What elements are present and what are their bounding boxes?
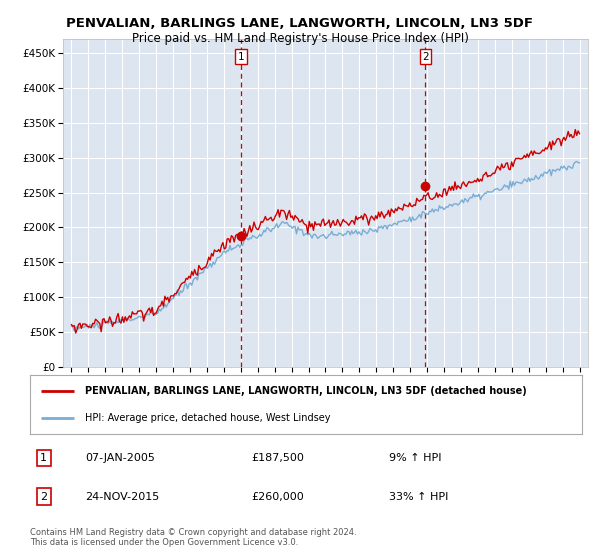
Text: £260,000: £260,000 — [251, 492, 304, 502]
Text: 2: 2 — [40, 492, 47, 502]
Text: 1: 1 — [238, 52, 245, 62]
Text: 9% ↑ HPI: 9% ↑ HPI — [389, 453, 442, 463]
Text: Contains HM Land Registry data © Crown copyright and database right 2024.: Contains HM Land Registry data © Crown c… — [30, 528, 356, 536]
Text: PENVALIAN, BARLINGS LANE, LANGWORTH, LINCOLN, LN3 5DF (detached house): PENVALIAN, BARLINGS LANE, LANGWORTH, LIN… — [85, 386, 527, 396]
Text: HPI: Average price, detached house, West Lindsey: HPI: Average price, detached house, West… — [85, 413, 331, 423]
Text: 33% ↑ HPI: 33% ↑ HPI — [389, 492, 448, 502]
Text: PENVALIAN, BARLINGS LANE, LANGWORTH, LINCOLN, LN3 5DF: PENVALIAN, BARLINGS LANE, LANGWORTH, LIN… — [67, 17, 533, 30]
Text: Price paid vs. HM Land Registry's House Price Index (HPI): Price paid vs. HM Land Registry's House … — [131, 32, 469, 45]
Text: 1: 1 — [40, 453, 47, 463]
Text: 2: 2 — [422, 52, 429, 62]
Text: This data is licensed under the Open Government Licence v3.0.: This data is licensed under the Open Gov… — [30, 538, 298, 547]
Text: 24-NOV-2015: 24-NOV-2015 — [85, 492, 160, 502]
Text: £187,500: £187,500 — [251, 453, 304, 463]
Text: 07-JAN-2005: 07-JAN-2005 — [85, 453, 155, 463]
